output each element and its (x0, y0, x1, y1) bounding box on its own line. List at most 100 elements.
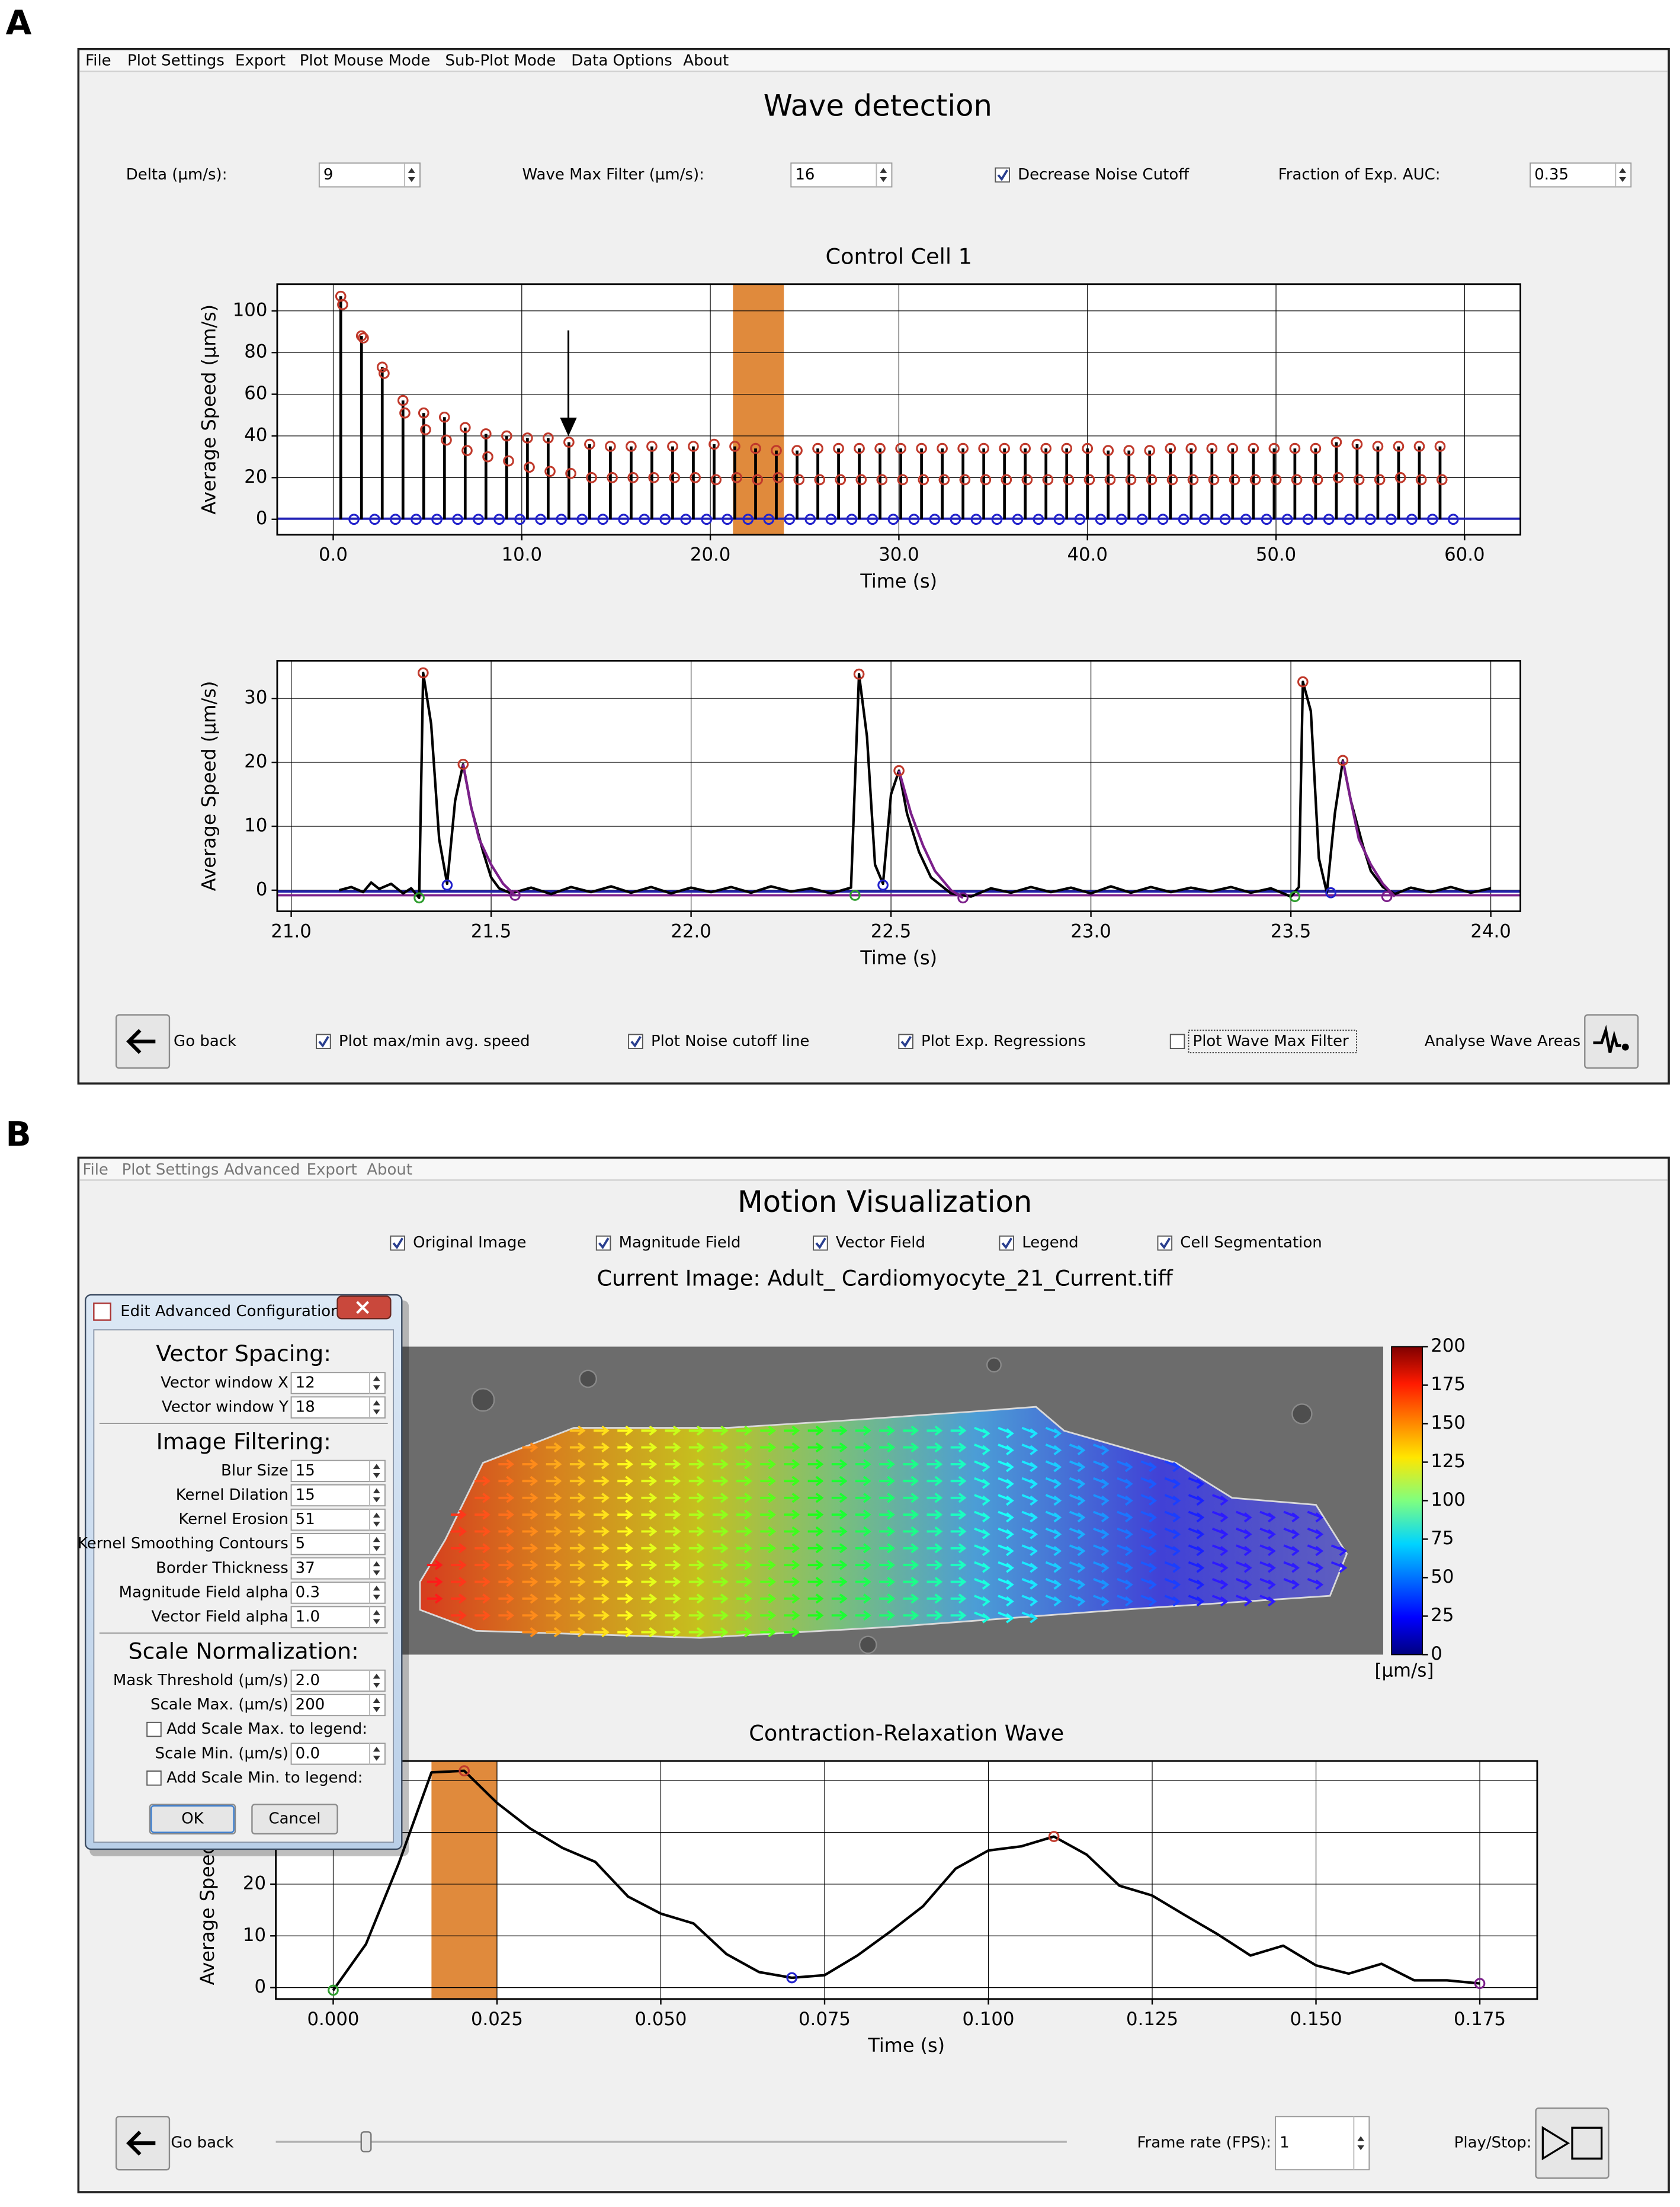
peak-marker (480, 428, 492, 440)
spinbox[interactable] (1275, 2116, 1370, 2171)
spin-arrows (373, 1400, 380, 1414)
peak-marker (556, 514, 567, 525)
x-tick-label: 22.0 (671, 920, 711, 942)
peak-marker (1323, 514, 1335, 525)
vector-arrow (784, 1526, 800, 1537)
vector-arrow (641, 1509, 658, 1520)
menu-item[interactable]: Plot Mouse Mode (300, 52, 431, 69)
menu-item[interactable]: Plot Settings (127, 52, 225, 69)
x-tick-label: 10.0 (502, 544, 542, 566)
vector-arrow (736, 1627, 752, 1638)
chart-title: Control Cell 1 (826, 243, 972, 269)
y-tick-label: 0 (256, 508, 268, 529)
y-tick-label: 20 (243, 1872, 266, 1894)
vector-arrow (760, 1459, 777, 1470)
vector-arrow (855, 1610, 871, 1621)
vector-arrow (1307, 1510, 1324, 1523)
checkbox[interactable] (1169, 1034, 1185, 1050)
peak-marker (752, 474, 764, 486)
vector-arrow (498, 1509, 515, 1520)
peak-marker (1229, 474, 1240, 486)
vector-arrow (879, 1560, 895, 1570)
vector-arrow (974, 1443, 990, 1455)
vector-arrow (879, 1459, 895, 1470)
peak-marker (1434, 441, 1446, 452)
menu-item[interactable]: Data Options (571, 52, 672, 69)
peak-marker (812, 442, 823, 454)
peak-marker (565, 467, 576, 479)
menu-item[interactable]: File (85, 52, 111, 69)
x-tick-label: 24.0 (1470, 920, 1511, 942)
cancel-button[interactable] (251, 1804, 338, 1835)
button-label: Cancel (268, 1810, 320, 1828)
peak-marker (959, 474, 971, 486)
vector-arrow (712, 1442, 729, 1453)
panel-label: B (5, 1115, 31, 1154)
spinbox[interactable] (1530, 162, 1632, 188)
menu-item[interactable]: File (82, 1161, 108, 1179)
vector-arrow (450, 1610, 467, 1621)
vector-arrow (665, 1526, 681, 1537)
peak-marker (957, 442, 969, 454)
peak-marker (710, 474, 722, 486)
vector-arrow (641, 1576, 658, 1587)
ok-button[interactable] (149, 1804, 236, 1835)
vector-arrow (665, 1493, 681, 1503)
checkbox-label: Vector Field (836, 1234, 925, 1252)
peak-marker (771, 445, 782, 456)
spinbox[interactable] (790, 162, 893, 188)
menu-item[interactable]: Sub-Plot Mode (445, 52, 556, 69)
field-label: Vector Field alpha (152, 1608, 288, 1626)
peak-marker (1426, 514, 1438, 525)
vector-arrow (807, 1459, 824, 1470)
vector-arrow (1069, 1561, 1086, 1573)
checkbox-label: Plot Noise cutoff line (651, 1032, 809, 1050)
vector-arrow (665, 1543, 681, 1554)
peak-marker (1270, 474, 1282, 486)
menu-item[interactable]: Export (235, 52, 286, 69)
peak-marker (1053, 514, 1065, 525)
menu-item[interactable]: About (683, 52, 729, 69)
checkbox[interactable] (146, 1721, 162, 1737)
vector-arrow (641, 1475, 658, 1486)
spinbox[interactable] (318, 162, 421, 188)
vector-arrow (617, 1526, 634, 1537)
x-tick-label: 23.5 (1271, 920, 1311, 942)
vector-arrow (903, 1425, 919, 1436)
vector-arrow (1045, 1494, 1062, 1506)
vector-arrow (1093, 1578, 1110, 1590)
menu-item[interactable]: Advanced (224, 1161, 300, 1179)
vector-arrow (1140, 1527, 1157, 1539)
peak-marker (1115, 514, 1127, 525)
menu-item[interactable]: Plot Settings (122, 1161, 219, 1179)
peak-marker (413, 892, 425, 904)
vector-arrow (807, 1526, 824, 1537)
dialog-icon (93, 1303, 111, 1321)
spinbox[interactable] (290, 1533, 386, 1555)
colorbar-tick-label: 200 (1431, 1335, 1466, 1356)
colorbar-tick-label: 50 (1431, 1566, 1454, 1587)
x-tick-label: 0.125 (1126, 2009, 1178, 2030)
slider-handle[interactable] (360, 2131, 372, 2153)
vector-arrow (974, 1527, 990, 1539)
vector-arrow (617, 1576, 634, 1587)
vector-arrow (617, 1442, 634, 1453)
checkbox[interactable] (146, 1770, 162, 1786)
peak-marker (846, 514, 858, 525)
vector-arrow (760, 1493, 777, 1503)
vector-arrow (569, 1475, 586, 1486)
peak-marker (1344, 514, 1355, 525)
vector-arrow (474, 1509, 490, 1520)
vector-arrow (736, 1576, 752, 1587)
vector-arrow (831, 1560, 848, 1570)
spin-arrows (373, 1464, 380, 1478)
data-line (897, 770, 964, 899)
peak-marker (457, 758, 469, 770)
vector-arrow (855, 1560, 871, 1570)
menu-item[interactable]: Export (307, 1161, 357, 1179)
vector-arrow (617, 1459, 634, 1470)
peak-marker (1374, 474, 1386, 486)
vector-arrow (950, 1459, 967, 1470)
menu-item[interactable]: About (367, 1161, 412, 1179)
peak-marker (390, 514, 401, 525)
